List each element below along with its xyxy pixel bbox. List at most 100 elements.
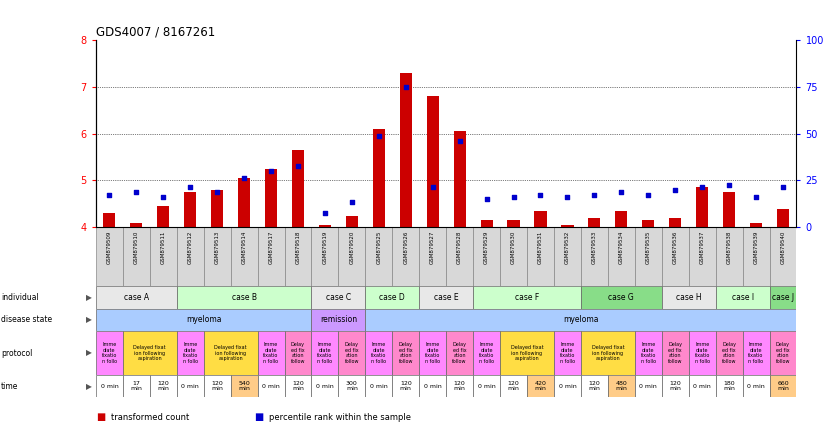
Text: case C: case C (326, 293, 351, 302)
Text: GSM879520: GSM879520 (349, 230, 354, 264)
Text: Imme
diate
fixatio
n follo: Imme diate fixatio n follo (183, 342, 198, 364)
Bar (527, 227, 554, 286)
Bar (311, 331, 339, 375)
Bar (373, 129, 384, 227)
Bar (689, 331, 716, 375)
Bar (742, 375, 770, 397)
Text: 0 min: 0 min (747, 384, 765, 389)
Bar (258, 227, 284, 286)
Text: remission: remission (320, 315, 357, 324)
Bar (635, 331, 661, 375)
Bar (238, 178, 250, 227)
Bar (311, 375, 339, 397)
Bar (770, 286, 796, 309)
Bar (500, 375, 527, 397)
Bar (661, 227, 689, 286)
Text: GSM879531: GSM879531 (538, 230, 543, 264)
Text: GSM879518: GSM879518 (295, 230, 300, 264)
Bar (311, 309, 365, 331)
Bar (742, 331, 770, 375)
Text: GSM879514: GSM879514 (242, 230, 247, 264)
Text: 0 min: 0 min (262, 384, 280, 389)
Text: GSM879539: GSM879539 (754, 230, 759, 264)
Bar (184, 192, 196, 227)
Bar (588, 218, 600, 227)
Text: case B: case B (232, 293, 257, 302)
Bar (123, 375, 150, 397)
Bar (231, 227, 258, 286)
Bar (258, 331, 284, 375)
Text: myeloma: myeloma (563, 315, 599, 324)
Bar (96, 227, 123, 286)
Bar (103, 213, 115, 227)
Bar (500, 331, 554, 375)
Point (129, 189, 143, 196)
Text: time: time (1, 382, 18, 391)
Bar (123, 331, 177, 375)
Text: case F: case F (515, 293, 539, 302)
Text: GSM879536: GSM879536 (673, 230, 678, 264)
Point (210, 189, 224, 196)
Text: Imme
diate
fixatio
n follo: Imme diate fixatio n follo (102, 342, 117, 364)
Text: case H: case H (676, 293, 701, 302)
Text: Delay
ed fix
ation
follow: Delay ed fix ation follow (344, 342, 359, 364)
Bar (211, 190, 224, 227)
Text: case G: case G (609, 293, 634, 302)
Text: 0 min: 0 min (101, 384, 118, 389)
Point (183, 184, 197, 191)
Text: 120
min: 120 min (158, 381, 169, 392)
Text: 0 min: 0 min (640, 384, 657, 389)
Text: GSM879535: GSM879535 (646, 230, 651, 264)
Bar (420, 286, 473, 309)
Bar (392, 331, 420, 375)
Bar (716, 227, 742, 286)
Text: 120
min: 120 min (292, 381, 304, 392)
Text: 0 min: 0 min (478, 384, 495, 389)
Point (480, 196, 493, 203)
Point (534, 191, 547, 198)
Text: GSM879533: GSM879533 (592, 230, 597, 264)
Bar (777, 209, 789, 227)
Text: Imme
diate
fixatio
n follo: Imme diate fixatio n follo (748, 342, 764, 364)
Text: 120
min: 120 min (399, 381, 412, 392)
Bar (346, 216, 358, 227)
Text: case A: case A (123, 293, 149, 302)
Text: ▶: ▶ (86, 293, 93, 302)
Text: GDS4007 / 8167261: GDS4007 / 8167261 (96, 25, 215, 38)
Bar (177, 227, 203, 286)
Text: ▶: ▶ (86, 315, 93, 324)
Text: 120
min: 120 min (211, 381, 224, 392)
Text: GSM879540: GSM879540 (781, 230, 786, 264)
Text: GSM879534: GSM879534 (619, 230, 624, 264)
Text: case D: case D (379, 293, 405, 302)
Text: 660
min: 660 min (777, 381, 789, 392)
Bar (661, 331, 689, 375)
Bar (365, 331, 392, 375)
Bar (203, 227, 231, 286)
Bar (750, 222, 762, 227)
Bar (420, 227, 446, 286)
Text: 480
min: 480 min (615, 381, 627, 392)
Text: GSM879513: GSM879513 (214, 230, 219, 264)
Bar (284, 375, 311, 397)
Point (399, 83, 413, 90)
Bar (177, 331, 203, 375)
Point (560, 193, 574, 200)
Bar (689, 375, 716, 397)
Point (453, 137, 466, 144)
Bar (770, 227, 796, 286)
Text: GSM879525: GSM879525 (376, 230, 381, 264)
Bar (669, 218, 681, 227)
Bar (231, 375, 258, 397)
Text: GSM879526: GSM879526 (404, 230, 409, 264)
Text: 17
min: 17 min (130, 381, 143, 392)
Bar (554, 375, 581, 397)
Point (669, 186, 682, 194)
Bar (177, 375, 203, 397)
Bar (130, 222, 143, 227)
Text: ▶: ▶ (86, 349, 93, 357)
Bar (365, 375, 392, 397)
Point (696, 184, 709, 191)
Bar (292, 150, 304, 227)
Bar (339, 331, 365, 375)
